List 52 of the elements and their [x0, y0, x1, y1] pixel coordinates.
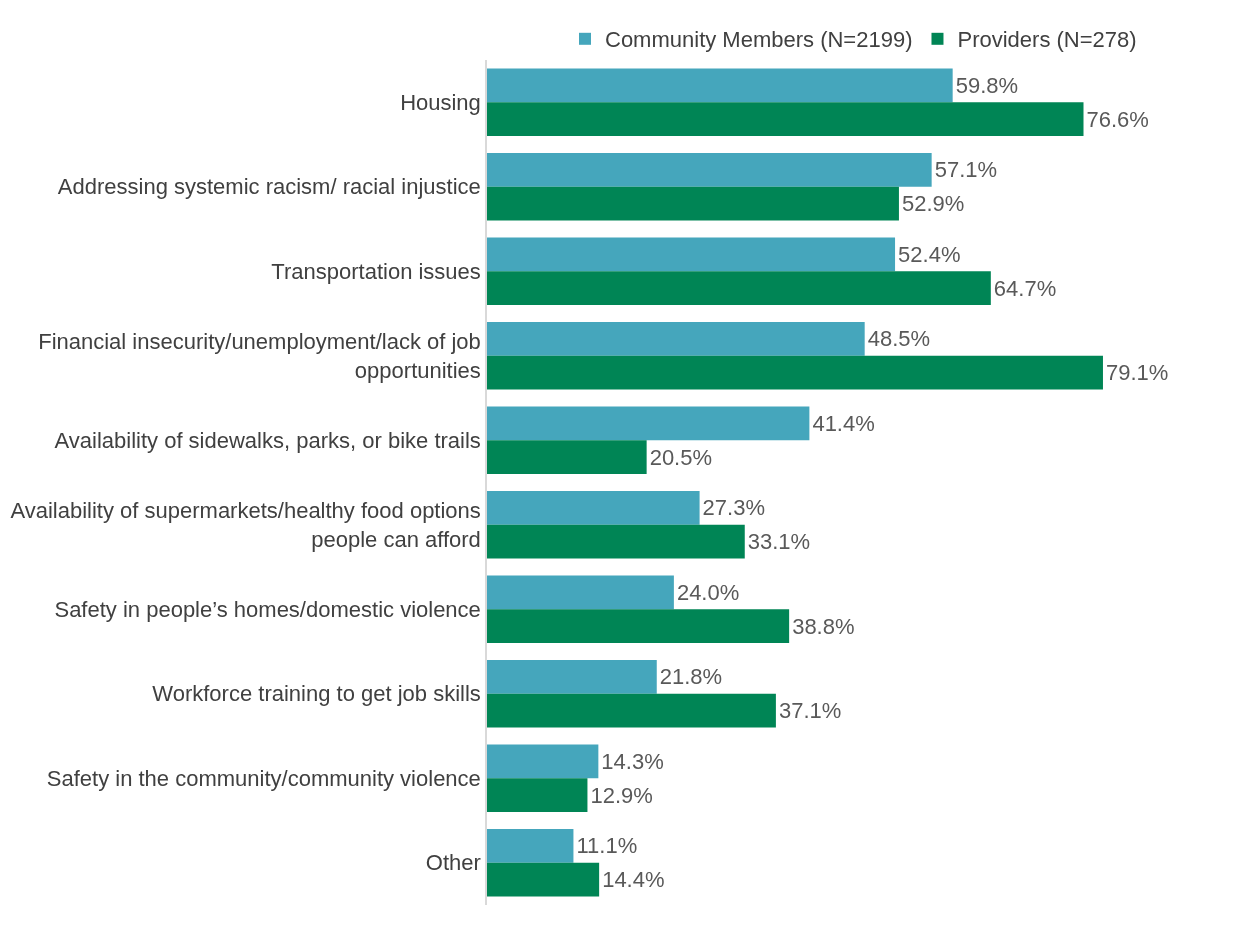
data-label: 57.1%	[934, 157, 998, 183]
bar	[487, 152, 932, 187]
bar	[487, 744, 599, 779]
y-tick-label: Addressing systemic racism/ racial injustice	[57, 174, 481, 200]
bar	[487, 490, 700, 525]
data-label: 52.4%	[898, 241, 961, 267]
bar	[487, 575, 674, 610]
data-label: 27.3%	[702, 495, 765, 521]
y-tick-label: Housing	[400, 89, 481, 115]
bar	[487, 828, 574, 863]
data-label: 41.4%	[812, 410, 875, 436]
y-tick-label: Availability of supermarkets/healthy food options people can afford	[10, 498, 481, 552]
data-label: 20.5%	[649, 444, 713, 470]
bar	[487, 609, 790, 644]
data-label: 52.9%	[901, 191, 965, 217]
data-label: 14.4%	[602, 867, 665, 893]
bar	[487, 237, 896, 272]
legend-label: Community Members (N=2199)	[605, 27, 913, 53]
bar	[487, 321, 865, 356]
y-tick-label: Availability of sidewalks, parks, or bike trails	[54, 427, 481, 453]
legend-label: Providers (N=278)	[957, 27, 1137, 53]
y-tick-label: Transportation issues	[271, 258, 481, 284]
y-tick-label: Other	[425, 850, 481, 876]
data-label: 64.7%	[993, 275, 1057, 301]
data-label: 11.1%	[576, 833, 638, 859]
bar	[487, 355, 1103, 390]
y-tick-label: Workforce training to get job skills	[152, 681, 481, 707]
data-label: 79.1%	[1105, 360, 1169, 386]
bar	[487, 659, 657, 694]
data-label: 48.5%	[867, 326, 931, 352]
bar	[487, 102, 1084, 137]
data-label: 14.3%	[601, 748, 664, 774]
data-label: 12.9%	[590, 782, 653, 808]
bar	[487, 68, 953, 103]
bar	[487, 524, 745, 559]
bar	[487, 406, 810, 441]
bar	[487, 186, 899, 221]
data-label: 33.1%	[747, 529, 811, 555]
bar	[487, 271, 991, 306]
bar	[487, 778, 588, 813]
bar	[487, 693, 776, 728]
y-tick-label: Safety in people’s homes/domestic violence	[54, 596, 481, 622]
bar	[487, 862, 600, 897]
y-tick-label: Safety in the community/community violence	[46, 765, 481, 791]
data-label: 76.6%	[1086, 106, 1149, 132]
data-label: 38.8%	[792, 613, 855, 639]
data-label: 24.0%	[676, 579, 740, 605]
y-tick-label: Financial insecurity/unemployment/lack of job opportunities	[38, 329, 481, 383]
data-label: 59.8%	[955, 72, 1019, 98]
data-label: 37.1%	[778, 698, 842, 724]
data-label: 21.8%	[659, 664, 723, 690]
bar	[487, 440, 647, 475]
